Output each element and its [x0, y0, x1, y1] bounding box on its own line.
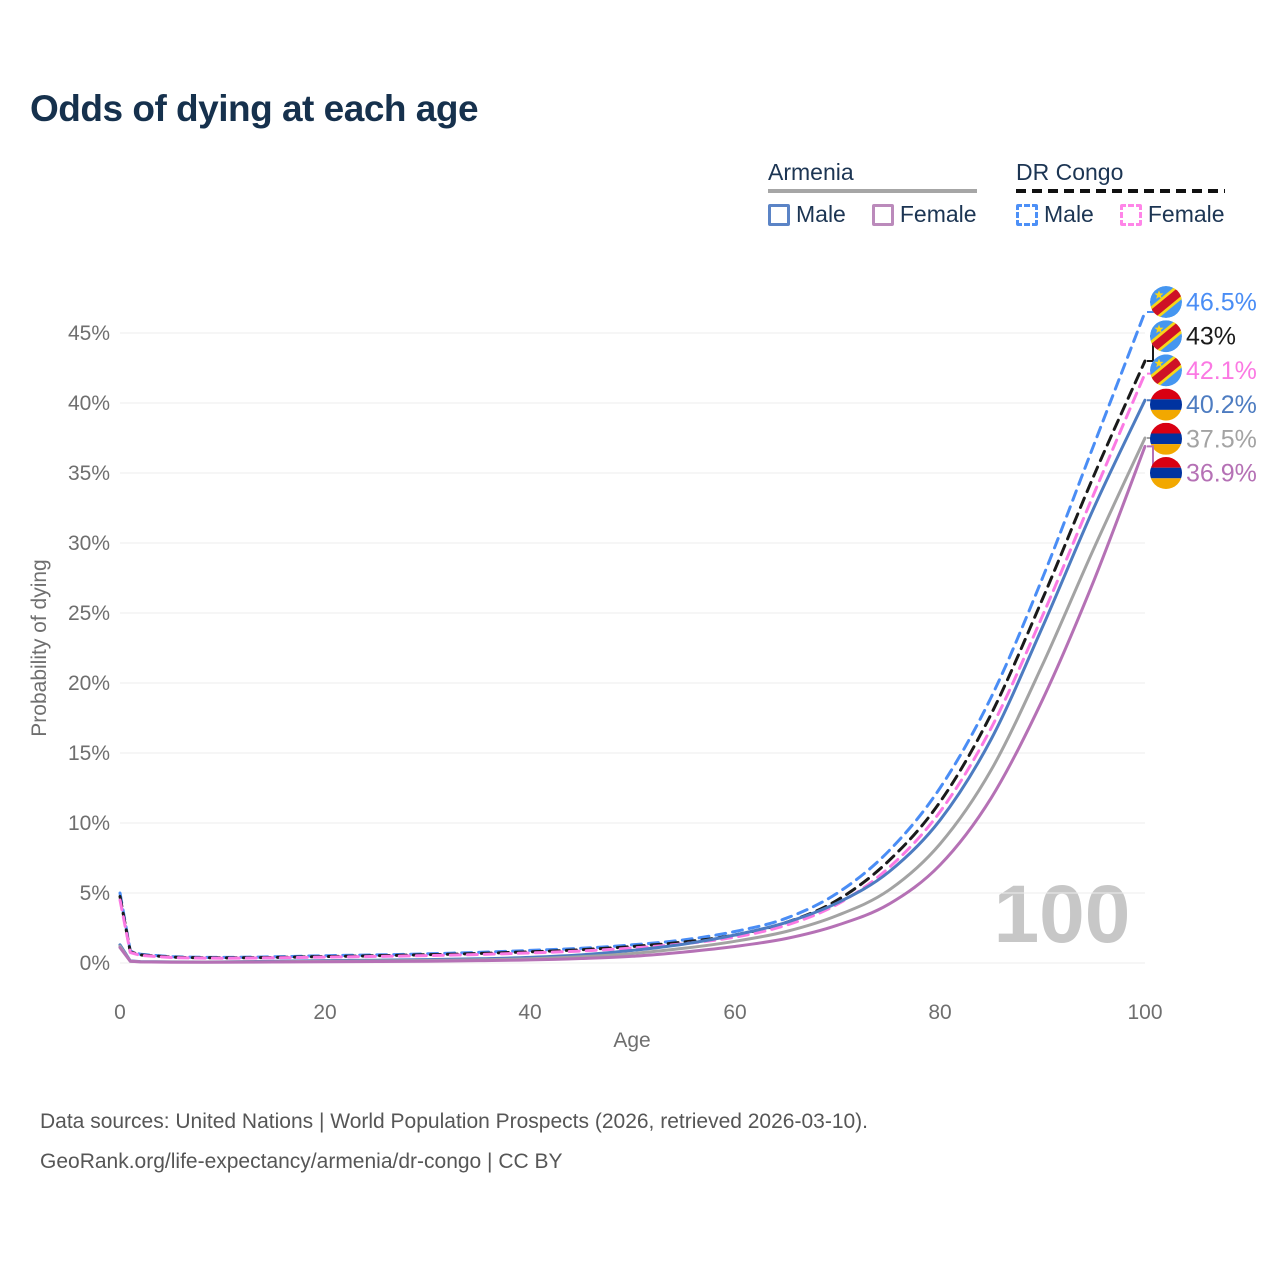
legend-item-armenia-female[interactable]: Female: [871, 201, 977, 228]
data-sources-text: Data sources: United Nations | World Pop…: [40, 1110, 869, 1133]
y-tick-label: 30%: [68, 532, 110, 555]
y-tick-label: 15%: [68, 742, 110, 765]
y-tick-label: 5%: [80, 882, 110, 905]
series-line-dr-congo-both[interactable]: [118, 359, 1147, 960]
x-axis-title: Age: [613, 1029, 650, 1052]
x-tick-label: 0: [114, 1001, 126, 1024]
checkbox-armenia-female-icon[interactable]: [871, 203, 894, 226]
legend-item-drcongo-male[interactable]: Male: [1016, 201, 1094, 228]
drcongo-flag-icon: [1149, 320, 1183, 352]
y-tick-label: 45%: [68, 322, 110, 345]
legend-group-armenia: Armenia Male Female: [768, 159, 977, 228]
series-end-value-label: 37.5%: [1186, 425, 1257, 453]
x-tick-label: 80: [928, 1001, 951, 1024]
legend-group-title-drcongo: DR Congo: [1016, 159, 1124, 185]
y-tick-label: 35%: [68, 462, 110, 485]
y-axis-title: Probability of dying: [28, 559, 51, 736]
series-line-armenia-female[interactable]: [118, 444, 1147, 964]
series-end-value-label: 42.1%: [1186, 357, 1257, 385]
series-line-armenia-male[interactable]: [118, 398, 1147, 964]
legend-group-title-armenia: Armenia: [768, 159, 854, 185]
legend-item-label: Male: [796, 201, 846, 228]
hover-age-watermark: 100: [994, 869, 1131, 960]
series-end-value-label: 43%: [1186, 323, 1236, 351]
series-line-dr-congo-male[interactable]: [118, 310, 1147, 959]
attribution-text: GeoRank.org/life-expectancy/armenia/dr-c…: [40, 1150, 563, 1173]
legend-underline-solid-line: [768, 189, 977, 194]
y-tick-label: 0%: [80, 952, 110, 975]
armenia-flag-icon: [1150, 457, 1182, 489]
series-end-value-label: 40.2%: [1186, 391, 1257, 419]
checkbox-drcongo-male-icon[interactable]: [1016, 203, 1038, 226]
legend-item-label: Female: [899, 201, 977, 228]
x-tick-label: 100: [1127, 1001, 1162, 1024]
legend-item-label: Male: [1044, 201, 1094, 228]
legend-item-label: Female: [1147, 201, 1225, 228]
line-chart[interactable]: 100 0% 5% 10% 15% 20% 25% 30% 35% 40% 45% 0 20 40 60 8…: [0, 0, 1280, 1080]
y-tick-label: 25%: [68, 602, 110, 625]
page-title: Odds of dying at each age: [30, 88, 479, 129]
x-tick-label: 60: [723, 1001, 746, 1024]
legend-group-drcongo: DR Congo Male Female: [1016, 159, 1225, 228]
drcongo-flag-icon: [1149, 286, 1183, 318]
x-tick-label: 40: [518, 1001, 541, 1024]
checkbox-drcongo-female-icon[interactable]: [1119, 203, 1142, 226]
legend-item-drcongo-female[interactable]: Female: [1119, 201, 1225, 228]
armenia-flag-icon: [1150, 423, 1182, 455]
series-line-dr-congo-female[interactable]: [118, 372, 1147, 960]
y-tick-label: 20%: [68, 672, 110, 695]
series-end-value-label: 46.5%: [1186, 289, 1257, 317]
legend-item-armenia-male[interactable]: Male: [768, 201, 846, 228]
armenia-flag-icon: [1150, 389, 1182, 421]
y-tick-label: 10%: [68, 812, 110, 835]
x-tick-label: 20: [313, 1001, 336, 1024]
checkbox-armenia-male-icon[interactable]: [768, 203, 790, 226]
drcongo-flag-icon: [1149, 354, 1183, 386]
series-end-value-label: 36.9%: [1186, 460, 1257, 488]
legend-underline-dashed-line: [1016, 189, 1225, 194]
y-tick-label: 40%: [68, 392, 110, 415]
